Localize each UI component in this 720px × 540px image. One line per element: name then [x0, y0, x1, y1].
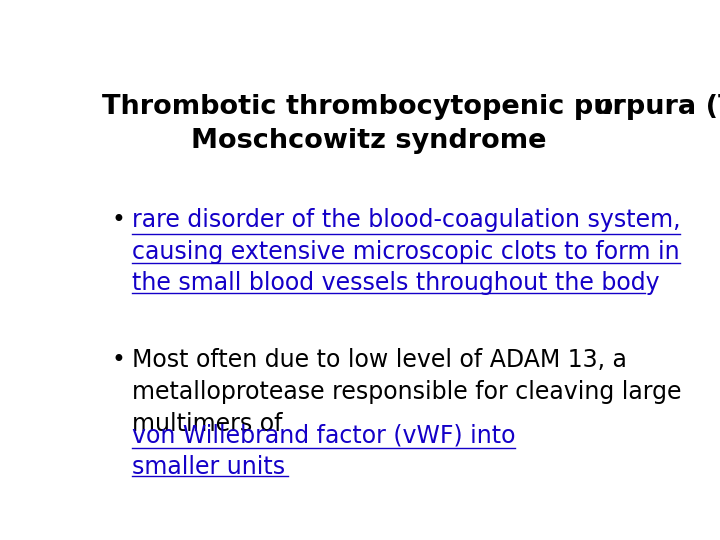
Text: or: or — [597, 94, 624, 120]
Text: •: • — [111, 208, 125, 232]
Text: Moschcowitz syndrome: Moschcowitz syndrome — [192, 128, 546, 154]
Text: von Willebrand factor (vWF) into
smaller units: von Willebrand factor (vWF) into smaller… — [132, 423, 516, 479]
Text: Thrombotic thrombocytopenic purpura (TTP): Thrombotic thrombocytopenic purpura (TTP… — [102, 94, 720, 120]
Text: •: • — [111, 348, 125, 373]
Text: Most often due to low level of ADAM 13, a
metalloprotease responsible for cleavi: Most often due to low level of ADAM 13, … — [132, 348, 681, 436]
Text: rare disorder of the blood-coagulation system,
causing extensive microscopic clo: rare disorder of the blood-coagulation s… — [132, 208, 680, 295]
